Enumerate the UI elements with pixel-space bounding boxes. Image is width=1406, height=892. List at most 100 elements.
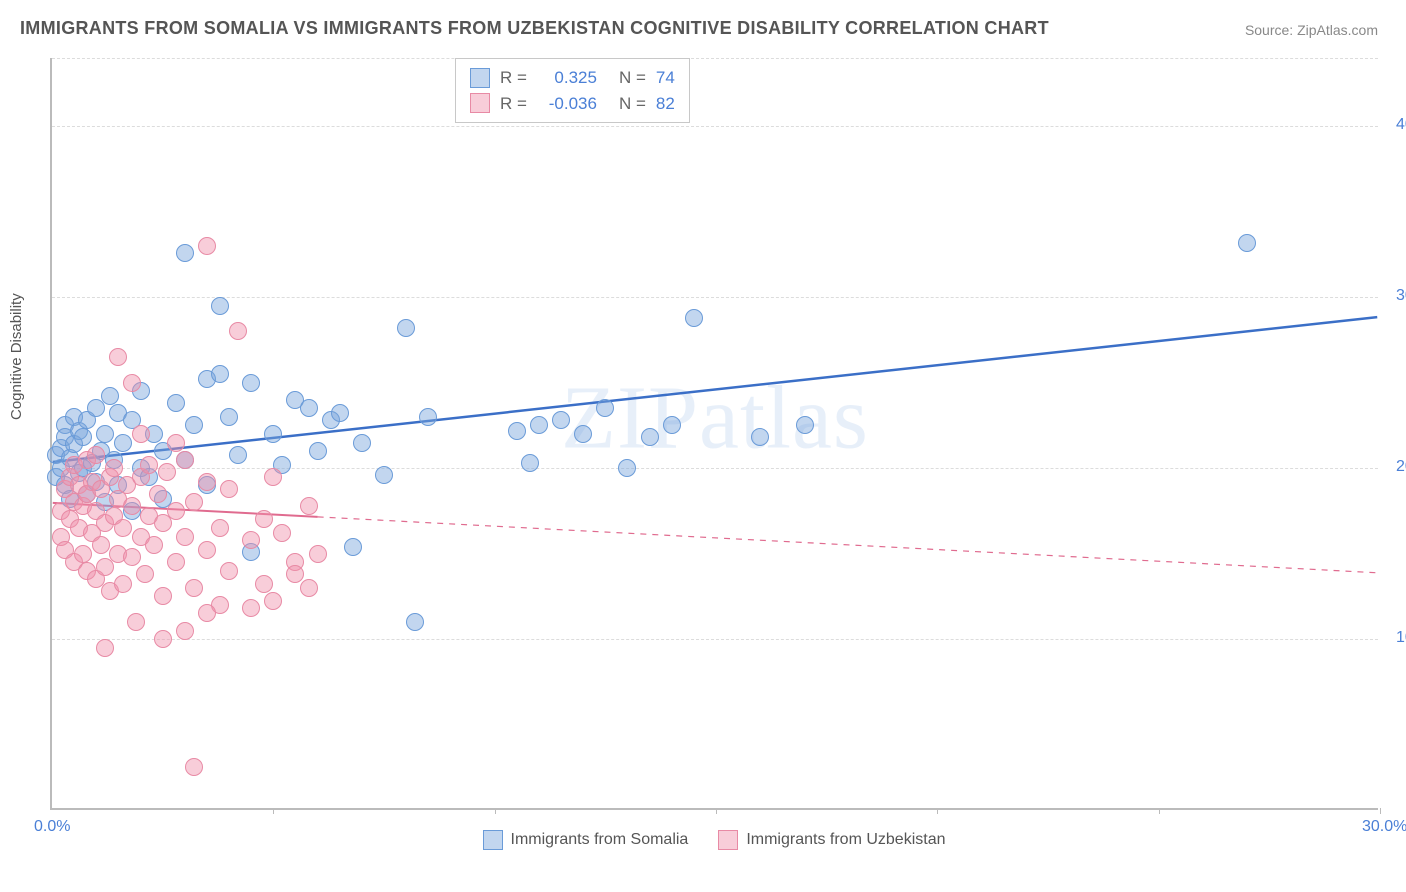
scatter-point — [74, 428, 92, 446]
legend-item-uzbekistan: Immigrants from Uzbekistan — [718, 830, 945, 850]
scatter-point — [242, 374, 260, 392]
scatter-point — [96, 639, 114, 657]
scatter-point — [344, 538, 362, 556]
swatch-uzbekistan-icon — [470, 93, 490, 113]
scatter-point — [574, 425, 592, 443]
scatter-point — [154, 630, 172, 648]
r-value-uzbekistan: -0.036 — [537, 91, 597, 117]
scatter-point — [176, 622, 194, 640]
scatter-point — [796, 416, 814, 434]
scatter-point — [596, 399, 614, 417]
plot-area: ZIPatlas 10.0%20.0%30.0%40.0%0.0%30.0% — [50, 58, 1378, 810]
scatter-point — [136, 565, 154, 583]
scatter-point — [211, 519, 229, 537]
y-axis-label: Cognitive Disability — [8, 293, 25, 420]
scatter-point — [105, 459, 123, 477]
scatter-point — [185, 579, 203, 597]
stats-row-somalia: R = 0.325 N = 74 — [470, 65, 675, 91]
scatter-point — [242, 531, 260, 549]
scatter-point — [167, 434, 185, 452]
scatter-point — [198, 541, 216, 559]
scatter-point — [229, 322, 247, 340]
scatter-point — [220, 562, 238, 580]
scatter-point — [641, 428, 659, 446]
scatter-point — [145, 536, 163, 554]
scatter-point — [198, 604, 216, 622]
scatter-point — [114, 519, 132, 537]
source-label: Source: ZipAtlas.com — [1245, 22, 1378, 38]
scatter-point — [419, 408, 437, 426]
r-value-somalia: 0.325 — [537, 65, 597, 91]
legend-swatch-somalia-icon — [483, 830, 503, 850]
swatch-somalia-icon — [470, 68, 490, 88]
scatter-point — [198, 473, 216, 491]
scatter-point — [87, 446, 105, 464]
scatter-point — [300, 399, 318, 417]
scatter-point — [101, 387, 119, 405]
scatter-point — [375, 466, 393, 484]
scatter-point — [255, 510, 273, 528]
n-value-uzbekistan: 82 — [656, 91, 675, 117]
scatter-point — [167, 502, 185, 520]
bottom-legend: Immigrants from Somalia Immigrants from … — [50, 830, 1378, 850]
n-value-somalia: 74 — [656, 65, 675, 91]
scatter-point — [264, 468, 282, 486]
scatter-point — [521, 454, 539, 472]
scatter-point — [185, 493, 203, 511]
scatter-point — [109, 348, 127, 366]
scatter-point — [211, 365, 229, 383]
scatter-point — [309, 545, 327, 563]
scatter-point — [552, 411, 570, 429]
scatter-point — [167, 394, 185, 412]
x-tick-mark — [495, 808, 496, 814]
scatter-point — [167, 553, 185, 571]
y-tick-label: 30.0% — [1384, 287, 1406, 305]
legend-swatch-uzbekistan-icon — [718, 830, 738, 850]
scatter-point — [114, 434, 132, 452]
chart-title: IMMIGRANTS FROM SOMALIA VS IMMIGRANTS FR… — [20, 18, 1049, 39]
gridline — [52, 126, 1378, 127]
scatter-point — [751, 428, 769, 446]
y-tick-label: 10.0% — [1384, 629, 1406, 647]
scatter-point — [273, 524, 291, 542]
chart-container: IMMIGRANTS FROM SOMALIA VS IMMIGRANTS FR… — [0, 0, 1406, 892]
scatter-point — [300, 497, 318, 515]
scatter-point — [211, 297, 229, 315]
gridline — [52, 58, 1378, 59]
scatter-point — [123, 548, 141, 566]
scatter-point — [618, 459, 636, 477]
scatter-point — [176, 528, 194, 546]
legend-item-somalia: Immigrants from Somalia — [483, 830, 689, 850]
y-tick-label: 20.0% — [1384, 458, 1406, 476]
x-tick-mark — [273, 808, 274, 814]
scatter-point — [154, 587, 172, 605]
scatter-point — [229, 446, 247, 464]
scatter-point — [74, 545, 92, 563]
scatter-point — [220, 408, 238, 426]
scatter-point — [140, 456, 158, 474]
scatter-point — [685, 309, 703, 327]
scatter-point — [353, 434, 371, 452]
scatter-point — [406, 613, 424, 631]
scatter-point — [92, 536, 110, 554]
scatter-point — [96, 425, 114, 443]
gridline — [52, 297, 1378, 298]
scatter-point — [158, 463, 176, 481]
scatter-point — [264, 592, 282, 610]
scatter-point — [220, 480, 238, 498]
scatter-point — [300, 579, 318, 597]
scatter-point — [508, 422, 526, 440]
scatter-point — [530, 416, 548, 434]
y-tick-label: 40.0% — [1384, 116, 1406, 134]
scatter-point — [132, 425, 150, 443]
x-tick-mark — [716, 808, 717, 814]
scatter-point — [663, 416, 681, 434]
scatter-point — [185, 416, 203, 434]
x-tick-mark — [937, 808, 938, 814]
gridline — [52, 468, 1378, 469]
correlation-stats-box: R = 0.325 N = 74 R = -0.036 N = 82 — [455, 58, 690, 123]
scatter-point — [176, 451, 194, 469]
scatter-point — [127, 613, 145, 631]
scatter-point — [176, 244, 194, 262]
scatter-point — [331, 404, 349, 422]
